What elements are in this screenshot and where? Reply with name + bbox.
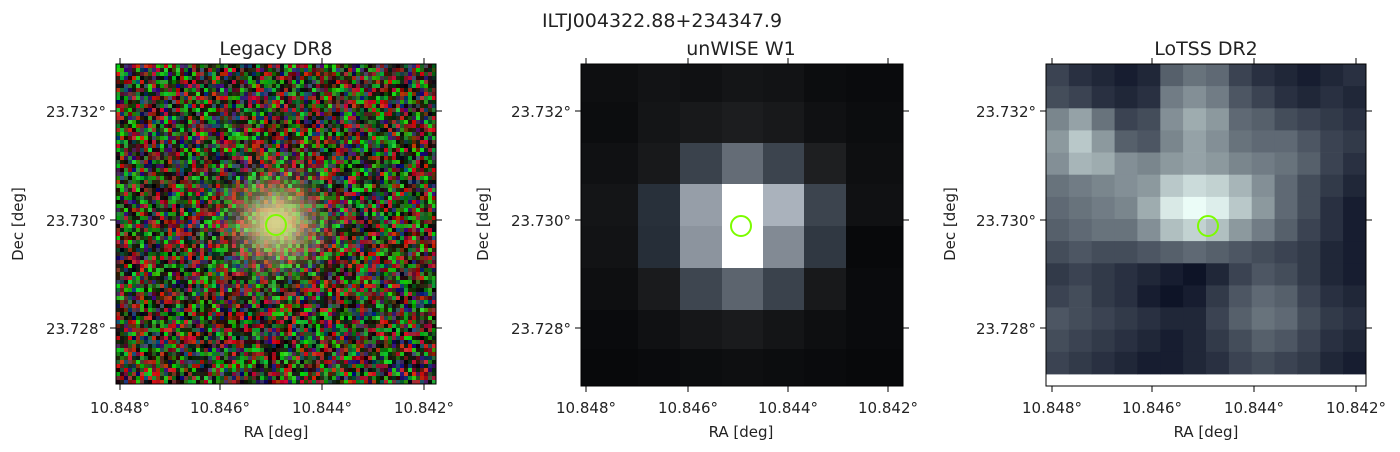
x-tick-label: 10.848° [1022, 399, 1082, 417]
y-axis-label: Dec [deg] [941, 187, 959, 261]
x-tick-label: 10.844° [292, 399, 352, 417]
cutout-image [581, 64, 904, 387]
y-axis-label: Dec [deg] [9, 187, 27, 261]
y-tick-label: 23.728° [976, 320, 1036, 338]
figure-title: ILTJ004322.88+234347.9 [542, 10, 782, 32]
x-tick-label: 10.842° [858, 399, 918, 417]
x-tick-label: 10.848° [90, 399, 150, 417]
x-tick-label: 10.842° [394, 399, 454, 417]
ticks [1040, 58, 1372, 392]
cutout-image [1046, 64, 1367, 386]
x-axis-label: RA [deg] [709, 423, 774, 441]
panel-title: LoTSS DR2 [1154, 38, 1258, 60]
y-tick-label: 23.730° [976, 212, 1036, 230]
y-tick-label: 23.732° [46, 103, 106, 121]
x-tick-label: 10.846° [1122, 399, 1182, 417]
y-tick-label: 23.732° [511, 103, 571, 121]
source-marker-circle [265, 214, 287, 236]
y-tick-label: 23.728° [46, 320, 106, 338]
x-tick-label: 10.842° [1326, 399, 1386, 417]
ticks [110, 58, 442, 390]
axes-frame [580, 63, 904, 387]
x-tick-label: 10.844° [758, 399, 818, 417]
y-tick-label: 23.728° [511, 320, 571, 338]
ticks [575, 58, 909, 392]
source-marker-circle [1197, 215, 1219, 237]
panel-unwise: unWISE W1 10.848° 10.846° 10.844° 10.842… [474, 38, 918, 441]
x-tick-label: 10.844° [1224, 399, 1284, 417]
y-axis-label: Dec [deg] [474, 187, 492, 261]
x-tick-label: 10.848° [556, 399, 616, 417]
source-marker-circle [730, 215, 752, 237]
cutout-image [116, 64, 437, 385]
x-tick-label: 10.846° [190, 399, 250, 417]
y-tick-label: 23.730° [46, 212, 106, 230]
panel-title: Legacy DR8 [219, 38, 332, 60]
panel-legacy: Legacy DR8 10.848° 10.846° 10.844° 10.84… [9, 38, 454, 441]
y-tick-label: 23.732° [976, 103, 1036, 121]
axes-frame [115, 63, 437, 385]
axes-frame [1045, 63, 1367, 387]
y-tick-label: 23.730° [511, 212, 571, 230]
x-axis-label: RA [deg] [244, 423, 309, 441]
x-tick-label: 10.846° [658, 399, 718, 417]
panel-title: unWISE W1 [686, 38, 795, 60]
x-axis-label: RA [deg] [1174, 423, 1239, 441]
panel-lotss: LoTSS DR2 10.848° 10.846° 10.844° 10.842… [941, 38, 1386, 441]
